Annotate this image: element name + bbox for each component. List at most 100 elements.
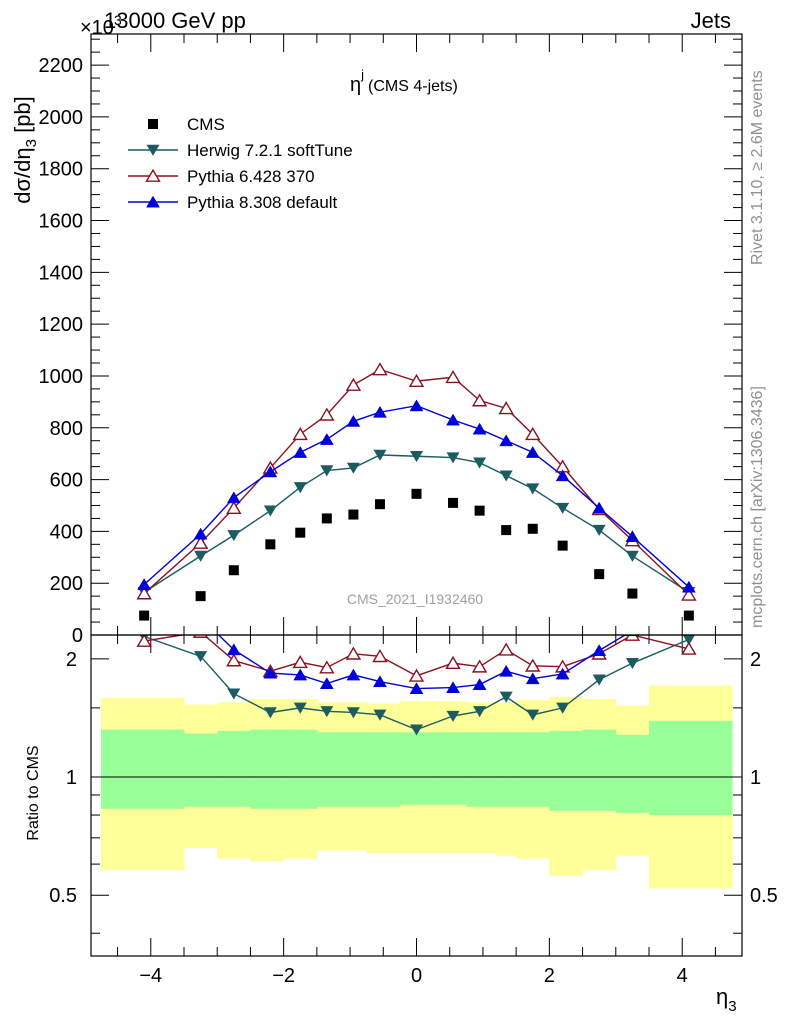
ratio-point-pythia-6-428-370 <box>498 642 514 656</box>
band-inner-bin <box>336 732 368 807</box>
main-point-pythia-8-308-default <box>625 530 640 543</box>
main-point-herwig-7-2-1-softtune <box>410 451 423 463</box>
main-point-pythia-8-308-default <box>226 491 241 504</box>
main-point-cms <box>527 523 538 534</box>
main-y-tick-label: 1400 <box>39 262 84 284</box>
ratio-point-herwig-7-2-1-softtune <box>373 709 387 721</box>
main-point-pythia-8-308-default <box>499 434 514 447</box>
main-point-pythia-8-308-default <box>137 578 152 590</box>
band-inner-bin <box>366 732 401 807</box>
band-inner-bin <box>283 729 318 809</box>
main-y-tick-label: 400 <box>50 521 83 543</box>
main-point-pythia-6-428-370 <box>136 586 152 600</box>
main-point-pythia-6-428-370 <box>445 370 461 384</box>
main-y-tick-label: 1800 <box>39 159 84 181</box>
ratio-point-herwig-7-2-1-softtune <box>293 702 307 714</box>
band-inner-bin <box>184 733 218 807</box>
ratio-point-pythia-6-428-370 <box>226 653 242 667</box>
main-point-cms <box>683 610 694 621</box>
ratio-y-tick-label-right: 1 <box>750 767 761 789</box>
main-point-pythia-8-308-default <box>319 433 334 445</box>
ratio-point-pythia-8-308-default <box>409 682 424 695</box>
main-point-herwig-7-2-1-softtune <box>263 505 277 517</box>
main-point-pythia-6-428-370 <box>471 393 488 407</box>
ratio-y-tick-label-right: 0.5 <box>750 885 778 907</box>
band-inner-bin <box>466 732 497 807</box>
header-right: Jets <box>691 8 731 33</box>
legend-marker-pythia-6-428-370 <box>145 168 161 182</box>
main-point-pythia-8-308-default <box>373 405 387 418</box>
main-point-cms <box>594 569 605 580</box>
ratio-point-pythia-6-428-370 <box>292 655 308 669</box>
main-point-herwig-7-2-1-softtune <box>499 470 513 482</box>
main-point-herwig-7-2-1-softtune <box>227 530 241 542</box>
ratio-point-pythia-8-308-default <box>263 666 278 679</box>
ratio-point-pythia-8-308-default <box>525 672 540 685</box>
x-tick-label: 4 <box>677 965 688 987</box>
band-inner-bin <box>549 730 584 811</box>
x-tick-label: −4 <box>139 965 162 987</box>
main-series-group <box>136 362 697 621</box>
legend-label-pythia-8-308-default: Pythia 8.308 default <box>187 193 338 212</box>
band-inner-bin <box>217 730 251 807</box>
ratio-point-herwig-7-2-1-softtune <box>526 709 540 721</box>
main-point-pythia-6-428-370 <box>525 427 541 441</box>
ratio-point-herwig-7-2-1-softtune <box>410 724 423 736</box>
ratio-point-herwig-7-2-1-softtune <box>473 706 487 718</box>
main-point-pythia-6-428-370 <box>226 500 242 514</box>
x-tick-label: 2 <box>544 965 555 987</box>
ratio-point-pythia-6-428-370 <box>192 635 209 638</box>
ratio-y-tick-label: 0.5 <box>49 885 77 907</box>
ratio-point-herwig-7-2-1-softtune <box>556 702 570 714</box>
ratio-point-pythia-6-428-370 <box>136 635 152 647</box>
main-point-cms <box>627 588 638 599</box>
exponent-label: ×103 <box>80 12 122 39</box>
ratio-plot-frame <box>90 634 743 957</box>
ratio-point-pythia-8-308-default <box>446 681 460 693</box>
main-y-tick-label: 200 <box>50 573 83 595</box>
ratio-point-pythia-8-308-default <box>194 612 207 623</box>
main-point-pythia-6-428-370 <box>498 401 514 415</box>
main-point-cms <box>348 509 359 520</box>
main-point-herwig-7-2-1-softtune <box>346 462 360 474</box>
ratio-point-pythia-6-428-370 <box>681 641 697 655</box>
ratio-point-herwig-7-2-1-softtune <box>625 657 639 669</box>
main-point-herwig-7-2-1-softtune <box>625 550 639 562</box>
main-point-pythia-8-308-default <box>293 446 308 458</box>
main-point-cms <box>501 525 512 536</box>
main-point-pythia-8-308-default <box>346 414 361 427</box>
ratio-y-tick-label-right: 2 <box>750 649 761 671</box>
ratio-point-herwig-7-2-1-softtune <box>194 651 208 663</box>
ratio-point-pythia-8-308-default <box>472 678 487 690</box>
legend-label-cms: CMS <box>187 115 225 134</box>
main-y-tick-label: 800 <box>50 418 83 440</box>
main-point-herwig-7-2-1-softtune <box>556 502 570 514</box>
ratio-point-pythia-8-308-default <box>682 622 695 633</box>
main-point-herwig-7-2-1-softtune <box>194 550 208 562</box>
main-point-pythia-6-428-370 <box>408 373 425 388</box>
ratio-point-pythia-8-308-default <box>293 668 308 681</box>
ratio-point-pythia-6-428-370 <box>345 646 362 660</box>
main-point-cms <box>374 499 385 510</box>
ratio-point-pythia-8-308-default <box>592 644 607 656</box>
ratio-point-pythia-8-308-default <box>226 643 241 656</box>
main-point-cms <box>295 527 306 538</box>
x-axis-title: η3 <box>716 984 737 1015</box>
main-point-cms <box>321 513 332 524</box>
main-y-tick-label: 1200 <box>39 314 84 336</box>
ratio-point-pythia-8-308-default <box>555 667 570 680</box>
band-inner-bin <box>516 732 550 807</box>
ratio-y-axis-title: Ratio to CMS <box>25 745 42 840</box>
main-point-pythia-8-308-default <box>525 446 540 458</box>
main-point-pythia-8-308-default <box>409 399 424 412</box>
main-point-herwig-7-2-1-softtune <box>473 457 487 469</box>
main-point-pythia-8-308-default <box>193 527 208 540</box>
main-point-cms <box>448 497 459 508</box>
main-point-herwig-7-2-1-softtune <box>526 483 540 495</box>
main-y-tick-label: 2000 <box>39 107 84 129</box>
band-inner-bin <box>582 729 617 811</box>
x-tick-label: 0 <box>411 965 422 987</box>
ratio-point-herwig-7-2-1-softtune <box>346 707 360 719</box>
ratio-series-group <box>136 612 697 736</box>
ratio-point-herwig-7-2-1-softtune <box>263 707 277 719</box>
